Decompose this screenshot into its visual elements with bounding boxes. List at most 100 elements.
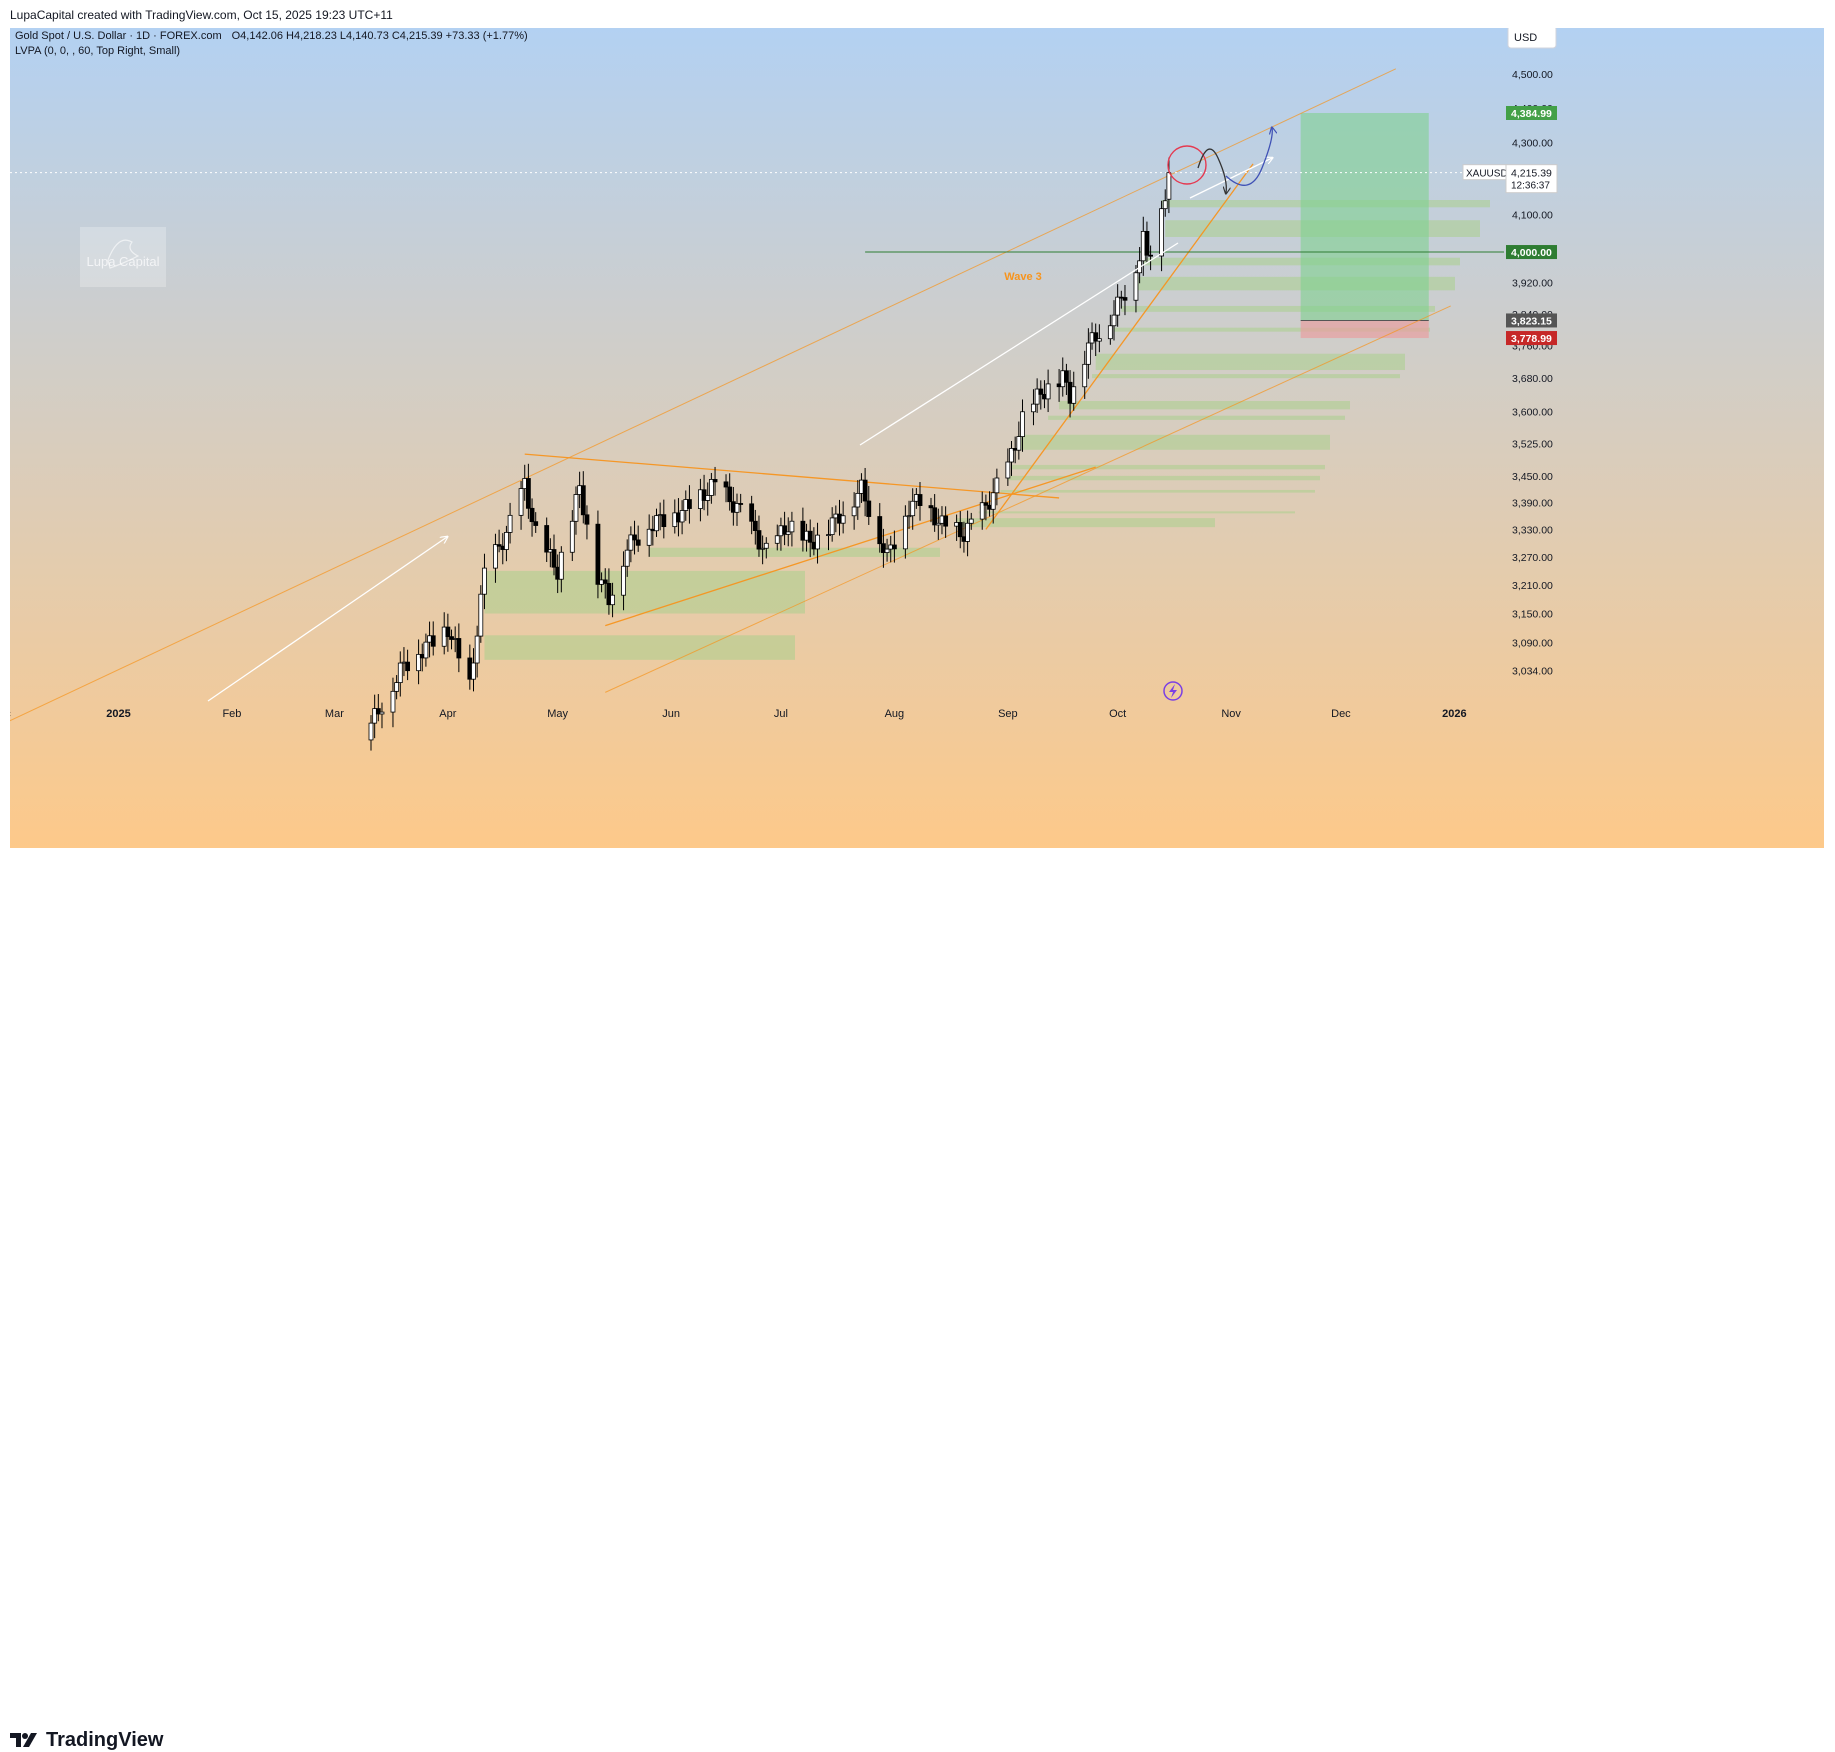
candle [1020, 399, 1025, 452]
candle [493, 533, 498, 583]
lower-channel-line[interactable] [605, 305, 1451, 693]
candle [372, 694, 378, 739]
price-tick: 4,100.00 [1512, 210, 1553, 222]
candle [1148, 245, 1153, 271]
price-label-0: 4,384.99 [1506, 105, 1557, 120]
price-tick: 3,270.00 [1512, 552, 1553, 564]
candle [990, 478, 996, 524]
risk-reward-box[interactable] [1300, 112, 1429, 339]
brand-text: TradingView [46, 1728, 164, 1751]
bar-countdown: 12:36:37 [1511, 181, 1550, 192]
candle [525, 463, 531, 519]
volume-zone-4 [1121, 305, 1435, 312]
candle [1096, 324, 1102, 353]
trendlines[interactable] [10, 68, 1504, 723]
lupa-watermark: Lupa Capital [80, 227, 166, 287]
candle [1009, 440, 1014, 476]
volume-zone-16 [649, 547, 940, 557]
candle [1082, 350, 1088, 399]
volume-zone-10 [1018, 434, 1330, 450]
legend: Gold Spot / U.S. Dollar · 1D · FOREX.com… [15, 30, 528, 57]
price-tick: 3,390.00 [1512, 497, 1553, 509]
drawings[interactable] [207, 128, 1272, 702]
price-label-3: 3,778.99 [1506, 331, 1557, 346]
price-label-2: 3,823.15 [1506, 313, 1557, 328]
candle [877, 503, 883, 553]
candle [661, 499, 667, 539]
time-scale[interactable]: ec 2025 Feb Mar Apr May Jun Jul Aug Sep Oct Nov Dec 2… [10, 708, 1467, 720]
candle [855, 480, 861, 520]
candle [482, 553, 487, 610]
candle [606, 568, 612, 615]
candle [1064, 363, 1069, 395]
candle [390, 677, 396, 728]
lightning-icon[interactable] [1163, 681, 1183, 701]
price-tick: 3,920.00 [1512, 278, 1553, 290]
footer: TradingView [0, 860, 1835, 1751]
time-axis-bg [10, 702, 1824, 724]
pullback-arrow[interactable] [1197, 148, 1226, 193]
price-tick: 4,300.00 [1512, 138, 1553, 150]
time-tick: Jun [662, 708, 680, 720]
time-tick: Mar [325, 708, 344, 720]
candle [595, 510, 601, 599]
tv-mark-icon [10, 1733, 37, 1747]
candle [760, 535, 766, 565]
target-zone[interactable] [1300, 112, 1429, 321]
candle [1133, 265, 1139, 313]
candle [782, 511, 787, 546]
candle [551, 534, 557, 576]
price-tick: 3,525.00 [1512, 438, 1553, 450]
stop-zone[interactable] [1300, 320, 1429, 339]
currency-label: USD [1514, 32, 1537, 44]
candle [394, 675, 400, 700]
time-tick: Sep [998, 708, 1018, 720]
volume-zone-13 [1000, 489, 1315, 493]
volume-zone-12 [1007, 475, 1320, 481]
continuation-arrow[interactable] [1225, 128, 1272, 186]
candle [910, 488, 916, 530]
tradingview-logo[interactable]: TradingView [10, 1728, 163, 1752]
triangle-top-line[interactable] [524, 453, 1060, 499]
price-chart[interactable]: Lupa Capital Wave 3 Gold Spot / U.S. Dol… [10, 28, 1824, 848]
candle [558, 546, 564, 593]
candle [826, 519, 831, 551]
candle [1071, 371, 1077, 411]
time-tick: 2025 [106, 708, 130, 720]
attribution-bar: LupaCapital created with TradingView.com… [0, 0, 1835, 28]
candle [1107, 314, 1113, 345]
upper-channel-line[interactable] [10, 68, 1397, 723]
candle [789, 511, 795, 547]
candles [368, 157, 1172, 751]
candle [734, 493, 740, 526]
candle [983, 494, 989, 521]
wave3-support-line[interactable] [985, 163, 1254, 530]
candle [928, 497, 934, 523]
candle [635, 525, 641, 552]
candle [1031, 389, 1036, 426]
highlight-circle[interactable] [1167, 145, 1207, 185]
candle [906, 500, 912, 530]
wave-3-label: Wave 3 [1004, 271, 1042, 283]
time-tick: Nov [1221, 708, 1241, 720]
candle [1045, 369, 1051, 413]
price-tick: 3,680.00 [1512, 373, 1553, 385]
white-line-2[interactable] [859, 242, 1179, 446]
candle [654, 508, 659, 537]
white-arrow-1[interactable] [207, 537, 447, 702]
candle [763, 537, 769, 559]
time-tick: 2026 [1442, 708, 1466, 720]
white-arrow-3[interactable] [1189, 158, 1272, 199]
currency-button[interactable]: USD [1507, 28, 1557, 49]
volume-zone-15 [956, 518, 1215, 528]
price-tick: 3,330.00 [1512, 524, 1553, 536]
candle [1144, 221, 1150, 263]
candle [708, 472, 714, 504]
last-price: 4,215.39 [1511, 168, 1552, 180]
triangle-bottom-line[interactable] [605, 466, 1096, 627]
candle [866, 485, 872, 525]
candle [610, 582, 615, 618]
candle [815, 522, 820, 564]
candle [1038, 380, 1044, 410]
